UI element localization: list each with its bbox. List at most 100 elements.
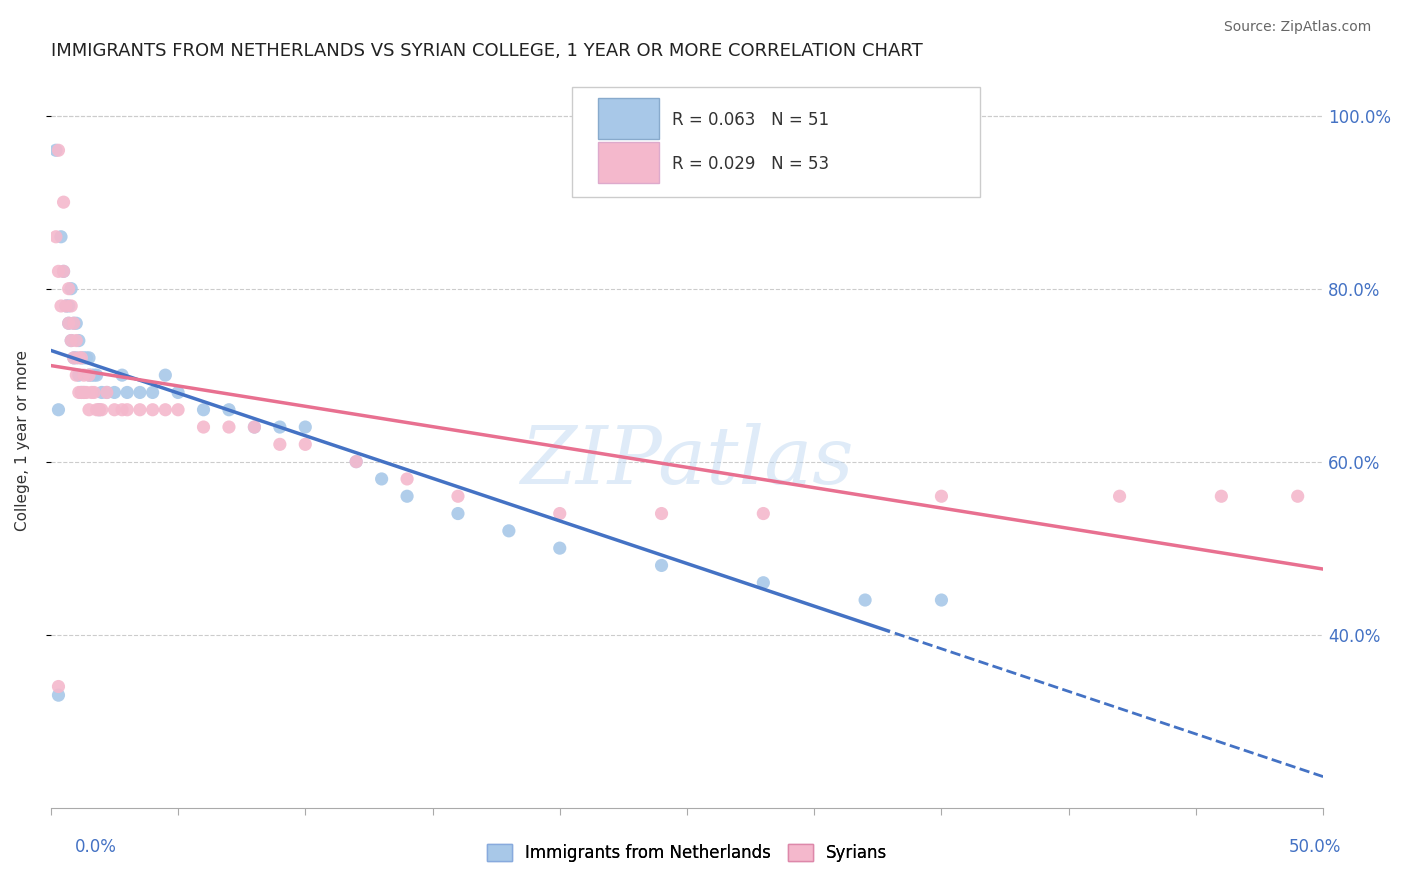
Point <box>67 334 90 348</box>
Point <box>155 368 177 383</box>
Point <box>58 316 80 330</box>
FancyBboxPatch shape <box>598 142 659 183</box>
Point <box>96 385 118 400</box>
Point <box>67 368 90 383</box>
Text: Source: ZipAtlas.com: Source: ZipAtlas.com <box>1223 20 1371 34</box>
Point <box>73 368 96 383</box>
Point <box>142 385 165 400</box>
Point <box>73 385 96 400</box>
Point <box>193 402 215 417</box>
Point <box>52 195 75 210</box>
Text: R = 0.063   N = 51: R = 0.063 N = 51 <box>672 112 830 129</box>
Point <box>77 368 100 383</box>
Point <box>86 402 108 417</box>
Point <box>52 264 75 278</box>
Point <box>243 420 266 434</box>
Point <box>218 402 240 417</box>
Point <box>1286 489 1309 503</box>
Point <box>48 264 70 278</box>
Point <box>49 299 72 313</box>
Point <box>70 385 93 400</box>
Point <box>218 420 240 434</box>
Point <box>103 402 125 417</box>
Point <box>447 507 470 521</box>
Point <box>80 368 103 383</box>
Point <box>142 402 165 417</box>
Point <box>65 351 87 365</box>
Text: IMMIGRANTS FROM NETHERLANDS VS SYRIAN COLLEGE, 1 YEAR OR MORE CORRELATION CHART: IMMIGRANTS FROM NETHERLANDS VS SYRIAN CO… <box>51 42 922 60</box>
Point <box>62 316 84 330</box>
Point <box>370 472 392 486</box>
Point <box>167 385 190 400</box>
FancyBboxPatch shape <box>572 87 980 197</box>
Point <box>752 575 775 590</box>
Point <box>86 368 108 383</box>
Point <box>167 402 190 417</box>
Point <box>65 334 87 348</box>
Point <box>60 334 83 348</box>
Point <box>548 541 571 556</box>
Point <box>62 316 84 330</box>
Y-axis label: College, 1 year or more: College, 1 year or more <box>15 350 30 531</box>
Point <box>73 351 96 365</box>
Point <box>128 385 150 400</box>
Point <box>155 402 177 417</box>
Point <box>70 351 93 365</box>
Point <box>48 680 70 694</box>
Point <box>294 437 316 451</box>
Point <box>77 402 100 417</box>
Point <box>548 507 571 521</box>
Point <box>1211 489 1233 503</box>
Point <box>65 316 87 330</box>
Point <box>103 385 125 400</box>
Point <box>396 472 419 486</box>
Point <box>752 507 775 521</box>
Point <box>90 402 112 417</box>
Point <box>75 385 97 400</box>
Point <box>498 524 520 538</box>
Point <box>115 385 138 400</box>
Point <box>58 282 80 296</box>
Text: R = 0.029   N = 53: R = 0.029 N = 53 <box>672 155 830 173</box>
Point <box>96 385 118 400</box>
Point <box>396 489 419 503</box>
Point <box>67 351 90 365</box>
Point <box>193 420 215 434</box>
Point <box>111 368 134 383</box>
Point <box>52 264 75 278</box>
Point <box>55 299 77 313</box>
Point <box>65 368 87 383</box>
Point <box>60 299 83 313</box>
Point <box>83 368 105 383</box>
Point <box>111 402 134 417</box>
Point <box>931 593 953 607</box>
Point <box>49 229 72 244</box>
Point <box>651 558 673 573</box>
Point <box>447 489 470 503</box>
Point <box>83 385 105 400</box>
Point <box>48 402 70 417</box>
Point <box>90 385 112 400</box>
Text: ZIPatlas: ZIPatlas <box>520 424 853 500</box>
Point <box>67 385 90 400</box>
Point <box>89 402 111 417</box>
Point <box>344 455 367 469</box>
Point <box>62 351 84 365</box>
Point <box>60 334 83 348</box>
Point <box>75 351 97 365</box>
Point <box>70 385 93 400</box>
Point <box>269 420 291 434</box>
Point <box>58 316 80 330</box>
FancyBboxPatch shape <box>598 98 659 138</box>
Point <box>60 282 83 296</box>
Point <box>115 402 138 417</box>
Point <box>651 507 673 521</box>
Point <box>89 402 111 417</box>
Point <box>45 229 67 244</box>
Point <box>45 143 67 157</box>
Point <box>55 299 77 313</box>
Point <box>48 143 70 157</box>
Point <box>344 455 367 469</box>
Point <box>269 437 291 451</box>
Point <box>77 368 100 383</box>
